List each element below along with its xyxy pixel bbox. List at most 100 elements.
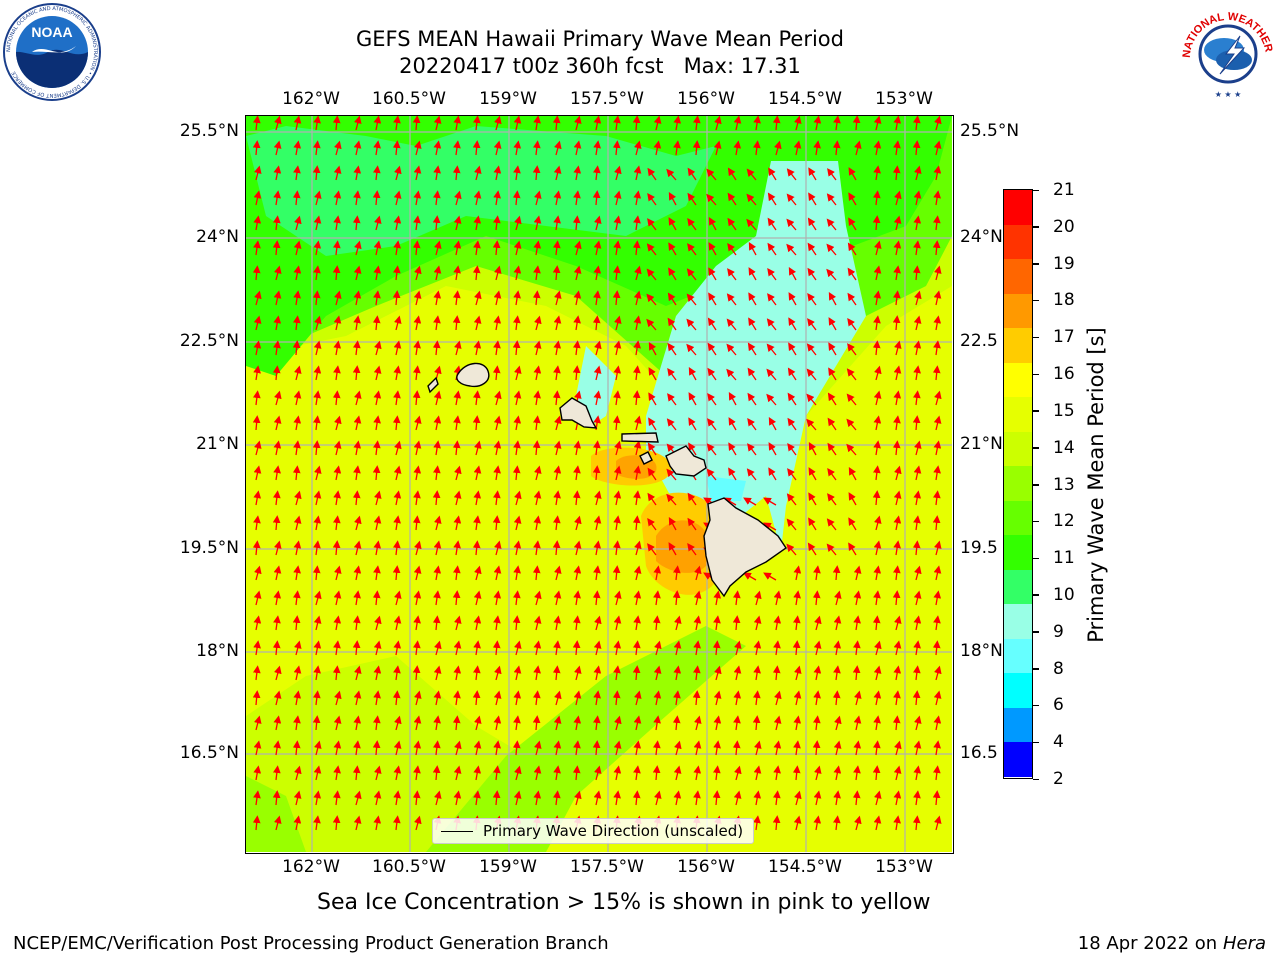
wave-direction-arrow <box>433 690 442 706</box>
wave-direction-arrow <box>793 565 802 581</box>
wave-direction-arrow <box>513 540 522 556</box>
wave-direction-arrow <box>473 490 482 506</box>
wave-direction-arrow <box>413 490 421 506</box>
wave-direction-arrow <box>912 540 921 556</box>
wave-direction-arrow <box>493 615 501 631</box>
wave-direction-arrow <box>632 640 641 656</box>
colorbar-segment <box>1004 397 1032 432</box>
wave-direction-arrow <box>726 343 737 356</box>
wave-direction-arrow <box>292 590 301 606</box>
wave-direction-arrow <box>763 572 777 581</box>
wave-direction-arrow <box>668 542 677 556</box>
wave-direction-arrow <box>693 790 701 806</box>
wave-direction-arrow <box>832 140 841 156</box>
wave-direction-arrow <box>728 467 737 481</box>
wave-direction-arrow <box>774 140 782 156</box>
wave-direction-arrow <box>553 315 562 331</box>
wave-direction-arrow <box>253 590 262 606</box>
wave-direction-arrow <box>633 465 642 481</box>
wave-direction-arrow <box>253 240 261 256</box>
wave-direction-arrow <box>673 690 681 706</box>
wave-direction-arrow <box>848 192 857 206</box>
wave-direction-arrow <box>892 315 901 331</box>
wave-direction-arrow <box>293 240 302 256</box>
wave-direction-arrow <box>767 192 777 206</box>
wave-direction-arrow <box>593 665 602 681</box>
wave-direction-arrow <box>788 317 797 331</box>
colorbar-tick-label: 20 <box>1053 216 1075 237</box>
wave-direction-arrow <box>873 116 882 131</box>
wave-direction-arrow <box>553 440 562 456</box>
wave-direction-arrow <box>686 268 697 281</box>
wave-direction-arrow <box>494 116 502 131</box>
wave-direction-arrow <box>833 640 842 656</box>
wave-direction-arrow <box>873 165 881 181</box>
wave-direction-arrow <box>873 540 882 556</box>
wave-direction-arrow <box>808 192 817 206</box>
wave-direction-arrow <box>453 390 462 406</box>
wave-direction-arrow <box>554 690 562 706</box>
colorbar-segment <box>1004 707 1032 743</box>
colorbar-tick-label: 19 <box>1053 253 1075 274</box>
wave-direction-arrow <box>593 565 601 581</box>
wave-direction-arrow <box>433 390 442 406</box>
wave-direction-arrow <box>648 367 657 381</box>
wave-direction-arrow <box>452 440 461 456</box>
wave-direction-arrow <box>453 140 461 156</box>
wave-direction-arrow <box>686 343 697 356</box>
colorbar-segment <box>1004 569 1032 605</box>
wave-direction-arrow <box>932 790 941 806</box>
wave-direction-arrow <box>848 217 857 231</box>
wave-direction-arrow <box>432 615 441 631</box>
wave-direction-arrow <box>333 490 341 506</box>
wave-direction-arrow <box>708 242 717 256</box>
wave-direction-arrow <box>453 615 462 631</box>
colorbar-tick-label: 12 <box>1053 511 1075 532</box>
wave-direction-arrow <box>332 265 341 281</box>
wave-direction-arrow <box>312 415 321 431</box>
wave-direction-arrow <box>593 490 602 506</box>
wave-direction-arrow <box>433 665 442 681</box>
wave-direction-arrow <box>313 365 322 381</box>
wave-direction-arrow <box>713 615 721 631</box>
wave-direction-arrow <box>533 365 542 381</box>
wave-direction-arrow <box>332 665 341 681</box>
wave-direction-arrow <box>686 318 697 331</box>
wave-direction-arrow <box>613 465 622 481</box>
wave-direction-arrow <box>292 340 301 356</box>
wave-direction-arrow <box>533 465 542 481</box>
wave-direction-arrow <box>533 265 541 281</box>
wave-direction-arrow <box>773 640 781 656</box>
wave-direction-arrow <box>748 317 757 331</box>
wave-direction-arrow <box>533 490 542 506</box>
wave-direction-arrow <box>674 740 682 756</box>
wave-direction-arrow <box>334 415 342 431</box>
wave-direction-arrow <box>667 393 677 406</box>
wave-direction-arrow <box>848 466 857 481</box>
wave-direction-arrow <box>552 540 561 556</box>
wave-direction-arrow <box>393 665 401 681</box>
wave-direction-arrow <box>453 790 462 806</box>
wave-direction-arrow <box>933 190 941 206</box>
wave-direction-arrow <box>833 765 842 781</box>
wave-direction-arrow <box>253 515 261 531</box>
wave-direction-arrow <box>612 540 621 556</box>
colorbar-segment <box>1004 362 1032 398</box>
wave-direction-arrow <box>673 615 682 631</box>
wave-direction-arrow <box>473 515 481 531</box>
wave-direction-arrow <box>813 690 821 706</box>
wave-direction-arrow <box>293 140 302 156</box>
wave-direction-arrow <box>593 116 602 131</box>
wave-direction-arrow <box>847 317 857 331</box>
wave-direction-arrow <box>353 315 361 331</box>
wave-direction-arrow <box>753 640 762 656</box>
footer-left: NCEP/EMC/Verification Post Processing Pr… <box>13 933 609 954</box>
wave-direction-arrow <box>592 465 601 481</box>
wave-direction-arrow <box>353 590 361 606</box>
wave-direction-arrow <box>792 765 801 781</box>
wave-direction-arrow <box>612 690 621 706</box>
wave-direction-arrow <box>433 540 442 556</box>
wave-direction-arrow <box>733 790 742 806</box>
wave-direction-arrow <box>687 492 697 506</box>
wave-direction-arrow <box>913 615 922 631</box>
